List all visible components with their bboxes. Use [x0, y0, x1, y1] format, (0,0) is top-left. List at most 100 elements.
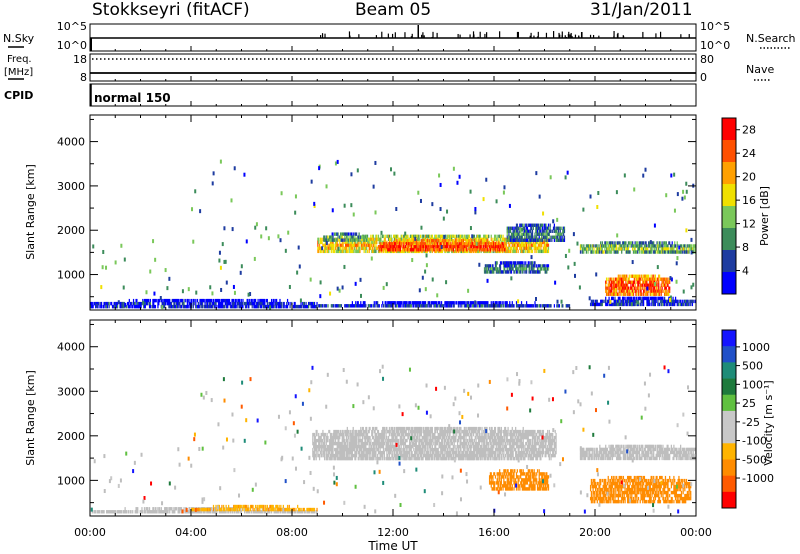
- range-cell: [457, 239, 460, 243]
- range-cell: [654, 250, 656, 254]
- range-cell: [511, 249, 513, 254]
- range-cell: [651, 250, 653, 254]
- range-cell: [445, 248, 447, 252]
- range-cell: [199, 209, 202, 214]
- range-cell: [512, 246, 514, 251]
- range-cell: [529, 232, 531, 236]
- range-cell: [541, 243, 543, 248]
- range-cell: [350, 246, 353, 251]
- range-cell: [493, 242, 495, 246]
- range-cell: [358, 235, 360, 239]
- range-cell: [521, 270, 524, 274]
- range-cell: [525, 270, 528, 274]
- range-cell: [407, 242, 409, 246]
- range-cell: [537, 270, 540, 274]
- range-cell: [516, 267, 518, 271]
- range-cell: [658, 283, 660, 287]
- range-cell: [521, 238, 524, 242]
- range-cell: [498, 270, 500, 274]
- range-cell: [526, 246, 529, 251]
- range-cell: [563, 226, 566, 230]
- range-cell: [579, 244, 582, 248]
- range-cell: [637, 241, 639, 245]
- range-cell: [546, 249, 548, 254]
- range-cell: [560, 238, 562, 242]
- range-cell: [604, 299, 606, 304]
- range-cell: [482, 237, 484, 242]
- range-cell: [599, 250, 601, 254]
- range-cell: [387, 248, 389, 252]
- range-cell: [356, 249, 359, 254]
- range-cell: [483, 245, 485, 249]
- range-cell: [531, 243, 533, 248]
- range-cell: [678, 302, 680, 307]
- range-cell: [454, 245, 456, 249]
- range-cell: [492, 246, 494, 251]
- range-cell: [658, 250, 660, 254]
- range-cell: [531, 229, 534, 233]
- range-cell: [522, 267, 524, 271]
- range-cell: [605, 289, 608, 293]
- range-cell: [536, 246, 539, 251]
- range-cell: [370, 450, 372, 455]
- range-cell: [655, 283, 657, 287]
- range-cell: [530, 238, 532, 242]
- range-cell: [361, 243, 364, 248]
- range-cell: [504, 237, 507, 242]
- range-cell: [537, 223, 540, 227]
- nsky-tick-bottom: 10^0: [57, 39, 87, 52]
- range-cell: [654, 289, 656, 293]
- range-cell: [531, 226, 533, 230]
- range-cell: [375, 249, 377, 254]
- range-cell: [646, 280, 648, 284]
- range-cell: [324, 246, 327, 251]
- range-cell: [343, 264, 346, 269]
- range-cell: [534, 301, 536, 305]
- range-cell: [536, 223, 538, 227]
- range-cell: [514, 246, 516, 251]
- range-cell: [254, 225, 257, 230]
- range-cell: [554, 235, 556, 239]
- range-cell: [397, 240, 399, 245]
- range-cell: [396, 239, 398, 243]
- range-cell: [611, 286, 614, 290]
- range-cell: [347, 432, 349, 437]
- range-cell: [332, 235, 334, 239]
- range-cell: [646, 244, 648, 248]
- range-cell: [330, 243, 332, 248]
- range-cell: [648, 274, 650, 278]
- range-cell: [629, 241, 631, 245]
- range-cell: [514, 232, 516, 236]
- range-cell: [618, 274, 620, 278]
- range-cell: [495, 199, 498, 204]
- range-cell: [627, 247, 630, 251]
- range-cell: [486, 245, 488, 249]
- range-cell: [474, 242, 476, 246]
- range-cell: [595, 302, 597, 307]
- range-cell: [323, 235, 325, 239]
- range-cell: [406, 242, 408, 246]
- range-cell: [370, 256, 373, 261]
- range-cell: [297, 245, 300, 250]
- range-cell: [370, 234, 372, 239]
- range-cell: [502, 245, 504, 249]
- range-cell: [347, 246, 349, 251]
- range-cell: [539, 229, 541, 233]
- range-cell: [371, 237, 374, 242]
- range-cell: [631, 292, 633, 296]
- range-cell: [414, 245, 417, 249]
- range-cell: [340, 249, 343, 254]
- range-cell: [618, 241, 620, 245]
- range-cell: [327, 246, 329, 251]
- range-cell: [464, 242, 466, 246]
- range-cell: [632, 250, 635, 254]
- range-cell: [355, 232, 357, 236]
- range-cell: [541, 249, 544, 254]
- range-cell: [457, 304, 460, 308]
- range-cell: [494, 234, 497, 239]
- range-cell: [507, 226, 509, 230]
- range-cell: [647, 289, 649, 293]
- range-cell: [233, 290, 236, 295]
- range-cell: [637, 247, 640, 251]
- range-cell: [655, 286, 657, 290]
